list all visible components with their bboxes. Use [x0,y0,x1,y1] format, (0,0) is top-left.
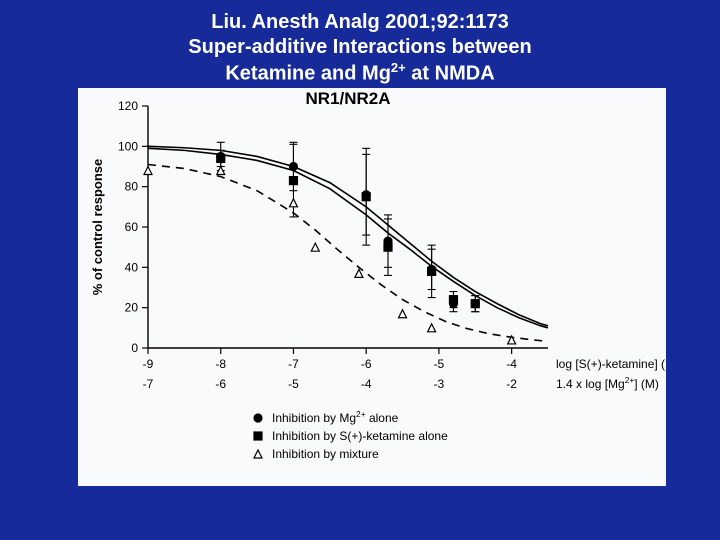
svg-text:60: 60 [125,220,139,234]
svg-text:100: 100 [118,139,138,153]
svg-text:40: 40 [125,260,139,274]
svg-text:0: 0 [131,341,138,355]
title-line1: Super-additive Interactions between [40,35,680,60]
title-line2: Ketamine and Mg2+ at NMDA [40,60,680,87]
svg-text:-5: -5 [288,377,299,391]
svg-text:Inhibition by Mg2+ alone: Inhibition by Mg2+ alone [272,409,399,425]
svg-text:-6: -6 [361,357,372,371]
svg-text:Inhibition by mixture: Inhibition by mixture [272,447,379,461]
svg-text:-8: -8 [215,357,226,371]
svg-text:-9: -9 [143,357,154,371]
svg-text:-2: -2 [506,377,517,391]
svg-text:NR1/NR2A: NR1/NR2A [305,89,390,108]
svg-text:80: 80 [125,180,139,194]
svg-text:120: 120 [118,99,138,113]
svg-text:log [S(+)-ketamine] (M): log [S(+)-ketamine] (M) [556,357,666,371]
svg-text:Inhibition by S(+)-ketamine al: Inhibition by S(+)-ketamine alone [272,429,448,443]
svg-text:% of control response: % of control response [90,159,105,296]
svg-text:-5: -5 [434,357,445,371]
title-citation: Liu. Anesth Analg 2001;92:1173 [40,10,680,35]
dose-response-chart: 0 20 40 60 80 100 120 % of control response -9 -8… [78,88,666,486]
svg-text:-7: -7 [288,357,299,371]
svg-text:-6: -6 [215,377,226,391]
svg-text:-4: -4 [361,377,372,391]
svg-text:-3: -3 [434,377,445,391]
svg-text:20: 20 [125,301,139,315]
svg-text:-4: -4 [506,357,517,371]
svg-text:1.4 x log [Mg2+] (M): 1.4 x log [Mg2+] (M) [556,375,659,391]
svg-text:-7: -7 [143,377,154,391]
